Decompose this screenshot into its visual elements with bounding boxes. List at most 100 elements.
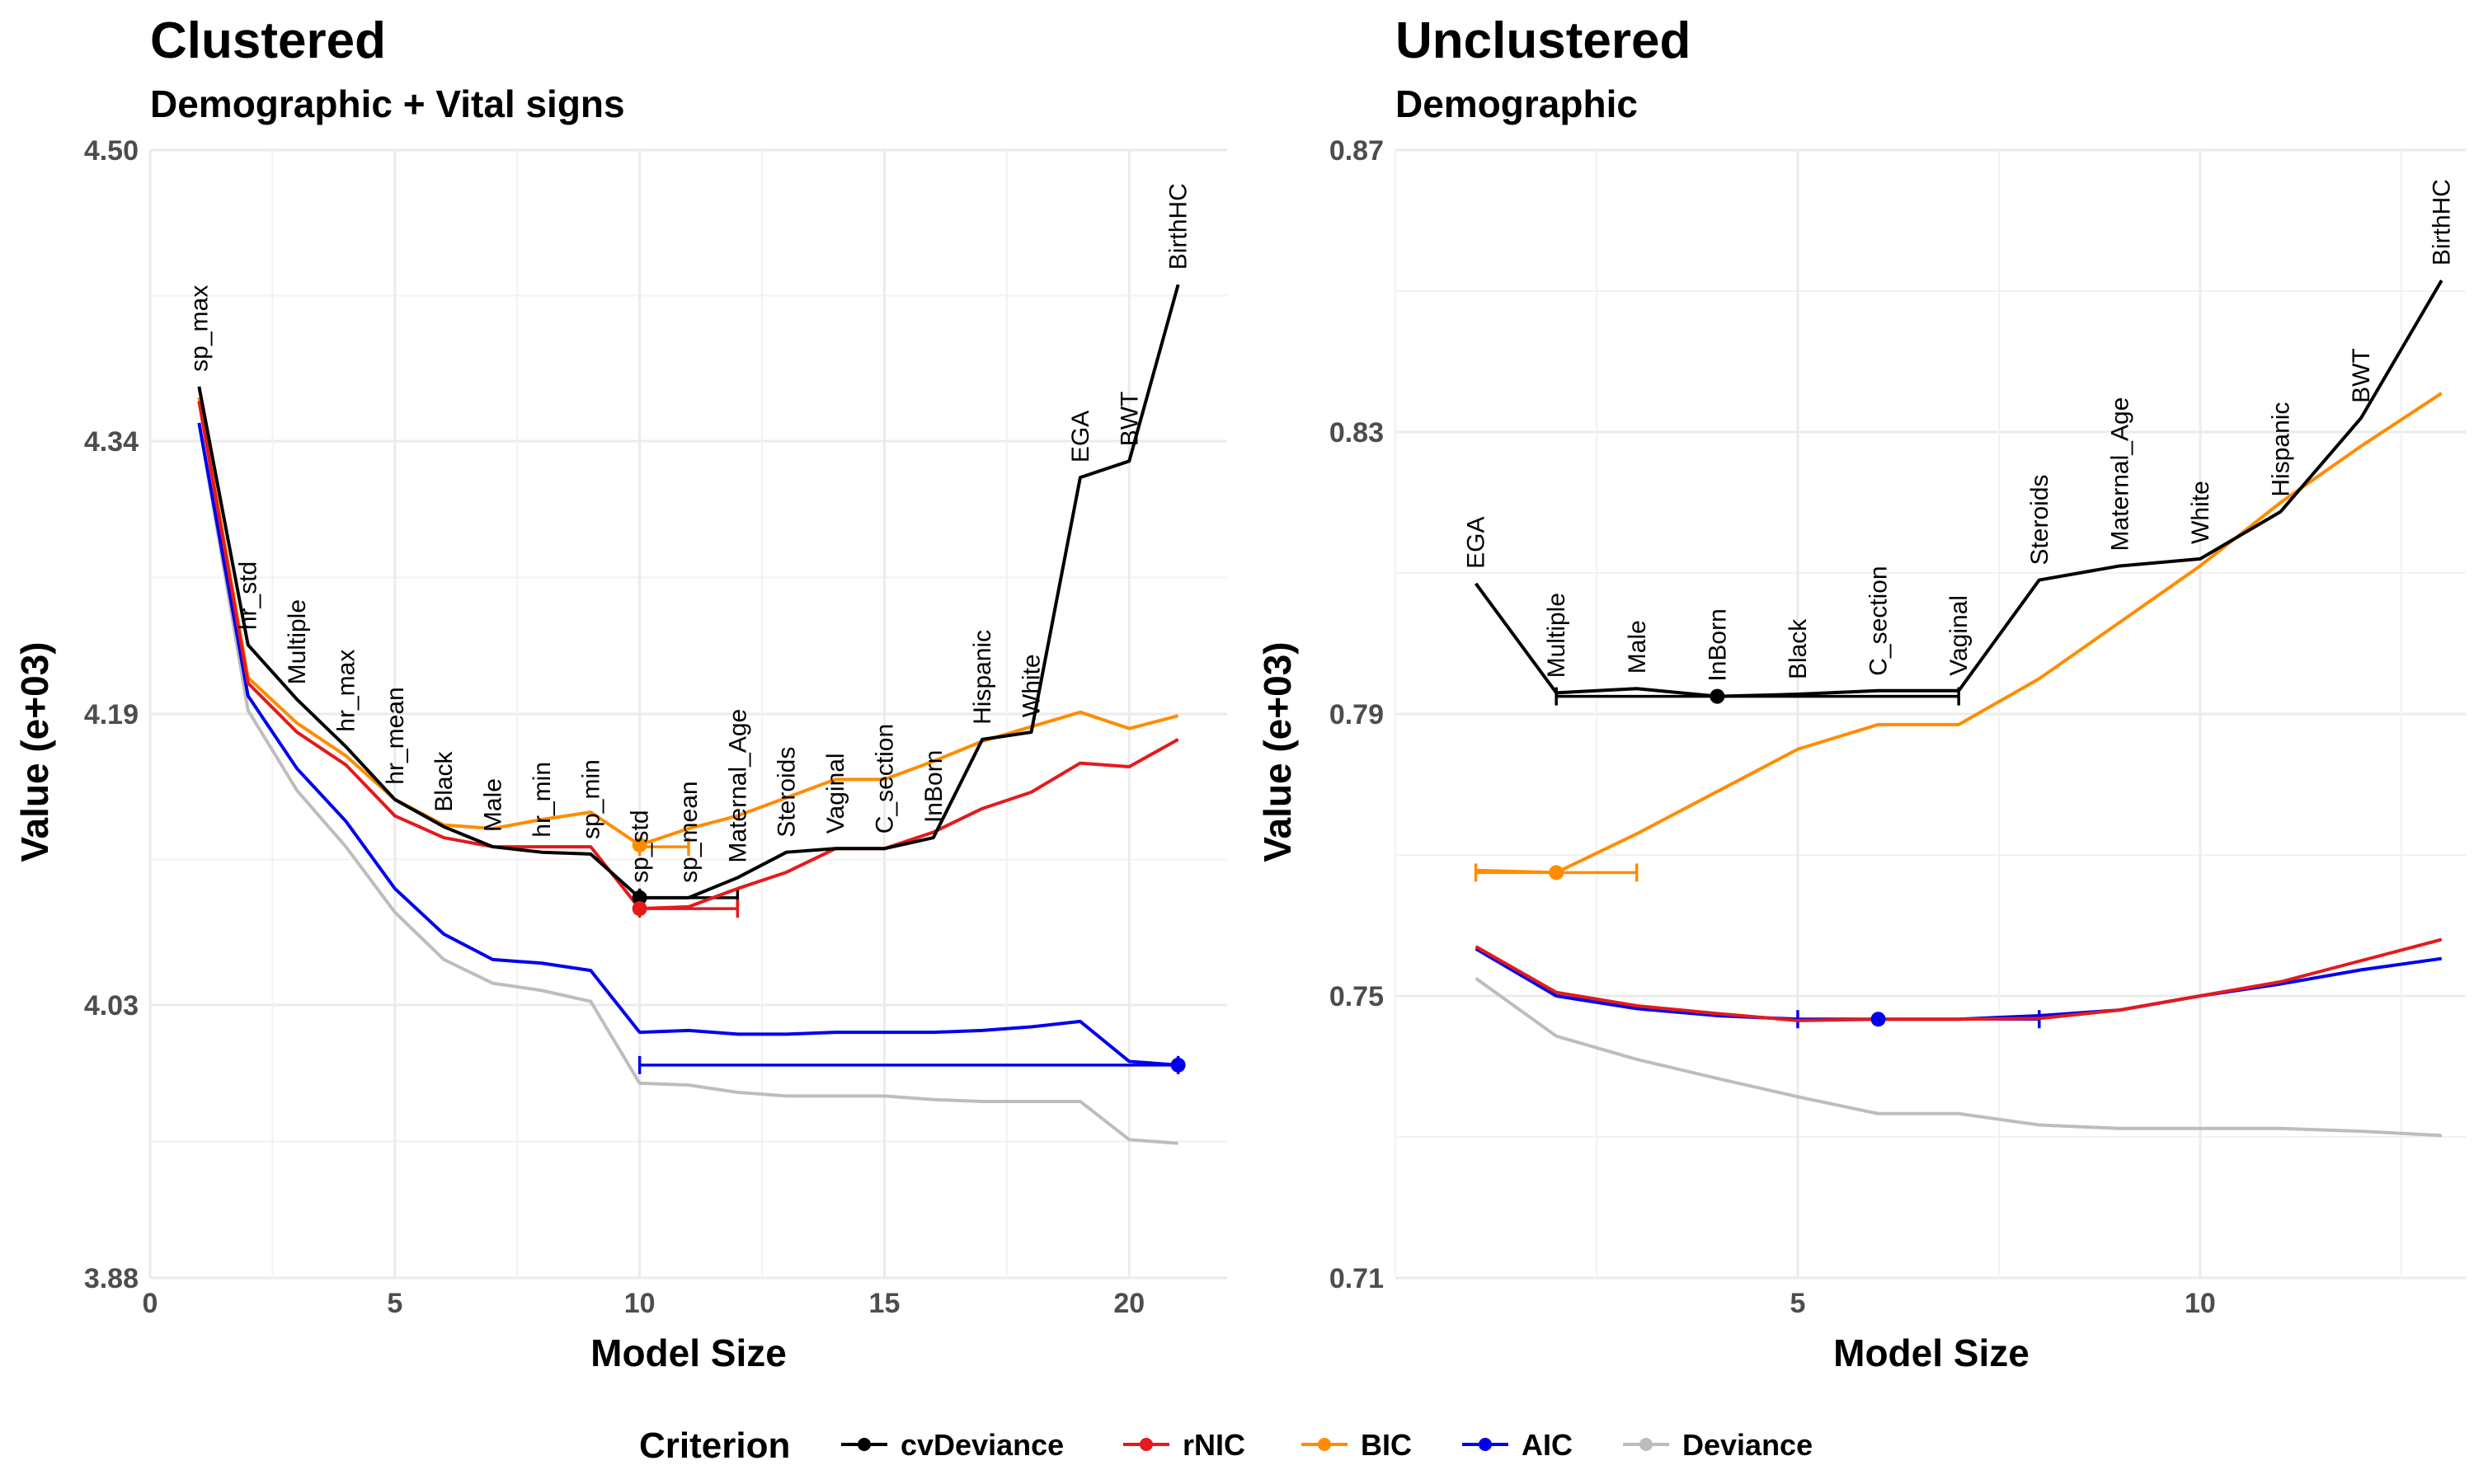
y-tick-label: 3.88 <box>84 1263 139 1294</box>
legend-label: BIC <box>1361 1428 1412 1462</box>
variable-label: Steroids <box>2026 474 2053 565</box>
y-tick-labels: 3.88 4.03 4.19 4.34 4.50 <box>84 135 139 1294</box>
x-tick-label: 10 <box>624 1288 656 1319</box>
variable-label: InBorn <box>920 750 948 823</box>
variable-label: hr_mean <box>382 687 409 784</box>
y-axis-title: Value (e+03) <box>13 641 56 862</box>
variable-label: Vaginal <box>822 753 849 834</box>
chart-subtitle: Demographic <box>1395 82 1638 125</box>
y-tick-label: 4.50 <box>84 135 139 167</box>
variable-label: Hispanic <box>2268 402 2295 497</box>
series-lines <box>197 284 1180 1145</box>
variable-label: sp_mean <box>675 781 703 882</box>
variable-label: InBorn <box>1704 608 1731 681</box>
legend-item: Deviance <box>1623 1428 1813 1462</box>
legend: Criterion cvDeviance rNIC BIC AIC Deviance <box>639 1425 1813 1466</box>
y-axis-title: Value (e+03) <box>1256 641 1299 862</box>
variable-label: Black <box>1785 618 1812 679</box>
variable-label: hr_min <box>529 762 556 838</box>
x-tick-labels: 5 10 <box>1790 1288 2216 1319</box>
variable-label: EGA <box>1463 516 1490 568</box>
legend-key-dot <box>1140 1438 1153 1451</box>
series-lines <box>1474 279 2443 1138</box>
y-tick-label: 0.87 <box>1329 135 1384 167</box>
series-line-aic <box>197 422 1178 1067</box>
optimum-points <box>632 837 1186 1073</box>
optimum-ranges <box>1474 687 2041 1029</box>
legend-item: AIC <box>1462 1428 1573 1462</box>
variable-label: Male <box>1624 620 1651 674</box>
y-tick-label: 4.34 <box>84 426 139 458</box>
variable-label: EGA <box>1067 411 1094 463</box>
variable-label: C_section <box>871 724 898 834</box>
optimum-point <box>632 901 647 917</box>
optimum-point <box>1710 688 1725 704</box>
variable-label: Male <box>480 778 507 832</box>
variable-label: Black <box>430 750 458 811</box>
legend-label: Deviance <box>1682 1428 1813 1462</box>
legend-item: cvDeviance <box>841 1428 1064 1462</box>
grid <box>148 148 1227 1280</box>
legend-label: AIC <box>1522 1428 1573 1462</box>
x-tick-label: 5 <box>387 1288 402 1319</box>
y-tick-label: 0.71 <box>1329 1263 1384 1294</box>
variable-label: Hispanic <box>969 630 996 725</box>
variable-label: Maternal_Age <box>724 709 751 863</box>
y-tick-labels: 0.71 0.75 0.79 0.83 0.87 <box>1329 135 1384 1294</box>
variable-label: Multiple <box>284 599 311 684</box>
variable-label: sp_max <box>186 285 213 372</box>
variable-labels: EGA Multiple Male InBorn Black C_section Vagin… <box>1463 179 2456 681</box>
optimum-point <box>1170 1057 1186 1073</box>
variable-labels: sp_max hr_std Multiple hr_max hr_mean Black Ma… <box>186 183 1192 883</box>
x-tick-label: 5 <box>1790 1288 1806 1319</box>
optimum-point <box>632 890 647 905</box>
variable-label: C_section <box>1865 566 1893 675</box>
legend-key-dot <box>1318 1438 1331 1451</box>
legend-items: cvDeviance rNIC BIC AIC Deviance <box>841 1428 1813 1462</box>
x-tick-label: 0 <box>143 1288 158 1319</box>
y-tick-label: 4.19 <box>84 699 139 730</box>
grid <box>1395 148 2466 1280</box>
y-tick-label: 4.03 <box>84 990 139 1021</box>
variable-label: sp_std <box>627 810 654 882</box>
series-line-deviance <box>1475 977 2442 1138</box>
legend-key-dot <box>1479 1438 1492 1451</box>
variable-label: White <box>1018 654 1046 717</box>
legend-title: Criterion <box>639 1425 790 1466</box>
panel-unclustered: Unclustered Demographic 0.71 0.75 0.79 0.83… <box>1256 12 2466 1374</box>
optimum-point <box>1549 865 1564 881</box>
optimum-point <box>1870 1012 1886 1027</box>
variable-label: White <box>2187 481 2214 544</box>
variable-label: Steroids <box>774 747 801 838</box>
legend-item: BIC <box>1301 1428 1412 1462</box>
y-tick-label: 0.79 <box>1329 699 1384 730</box>
x-tick-label: 15 <box>869 1288 901 1319</box>
legend-label: cvDeviance <box>901 1428 1064 1462</box>
variable-label: BirthHC <box>1165 183 1192 270</box>
panel-clustered: Clustered Demographic + Vital signs 3.88… <box>13 12 1227 1374</box>
x-tick-label: 10 <box>2185 1288 2216 1319</box>
series-line-bic <box>197 397 1179 847</box>
series-line-bic <box>1475 392 2443 875</box>
y-tick-label: 0.75 <box>1329 981 1384 1012</box>
series-line-cvdeviance <box>1474 279 2443 698</box>
variable-label: hr_max <box>332 650 360 732</box>
optimum-points <box>1549 688 1886 1027</box>
series-line-aic <box>1475 946 2442 1021</box>
chart-title: Unclustered <box>1395 12 1691 69</box>
series-line-rnic <box>1475 937 2443 1022</box>
series-line-deviance <box>197 422 1178 1145</box>
legend-key-dot <box>1639 1438 1653 1451</box>
variable-label: sp_min <box>577 759 604 839</box>
x-tick-labels: 0 5 10 15 20 <box>143 1288 1145 1319</box>
variable-label: BirthHC <box>2429 179 2456 265</box>
variable-label: Maternal_Age <box>2106 397 2133 552</box>
y-tick-label: 0.83 <box>1329 417 1384 448</box>
legend-label: rNIC <box>1183 1428 1245 1462</box>
chart-subtitle: Demographic + Vital signs <box>150 82 625 125</box>
optimum-point <box>632 837 647 852</box>
variable-label: Vaginal <box>1945 595 1973 676</box>
chart-title: Clustered <box>150 12 386 69</box>
variable-label: Multiple <box>1543 593 1570 678</box>
